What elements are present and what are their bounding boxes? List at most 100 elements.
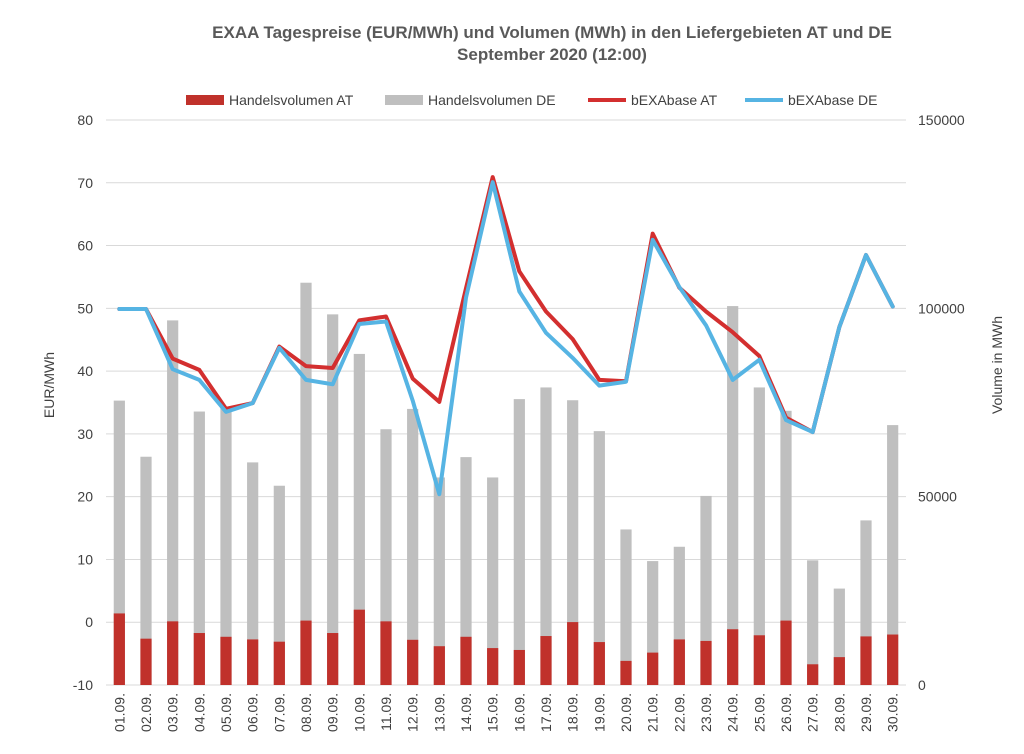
- bar-handelsvolumen-de: [300, 282, 312, 685]
- x-tick-label: 18.09.: [565, 693, 581, 732]
- bar-handelsvolumen-de: [220, 406, 232, 685]
- bars-handelsvolumen-at: [113, 609, 899, 685]
- bar-handelsvolumen-de: [593, 431, 605, 685]
- bar-handelsvolumen-at: [300, 620, 312, 685]
- y-tick-label: 50: [77, 300, 93, 316]
- x-tick-label: 25.09.: [751, 693, 767, 732]
- y2-tick-label: 0: [918, 677, 926, 693]
- bar-handelsvolumen-de: [833, 588, 845, 685]
- bar-handelsvolumen-de: [193, 411, 205, 685]
- bar-handelsvolumen-de: [700, 495, 712, 685]
- bar-handelsvolumen-at: [647, 652, 659, 685]
- legend-label-bexabase-at: bEXAbase AT: [631, 92, 718, 108]
- bar-handelsvolumen-at: [780, 620, 792, 685]
- bar-handelsvolumen-de: [407, 408, 419, 685]
- x-tick-label: 09.09.: [325, 693, 341, 732]
- x-tick-label: 20.09.: [618, 693, 634, 732]
- legend-label-handelsvolumen-at: Handelsvolumen AT: [229, 92, 354, 108]
- bar-handelsvolumen-de: [113, 400, 125, 685]
- bar-handelsvolumen-de: [780, 410, 792, 685]
- legend: Handelsvolumen AT Handelsvolumen DE bEXAba…: [186, 92, 878, 108]
- bar-handelsvolumen-de: [513, 399, 525, 685]
- y2-tick-label: 150000: [918, 112, 965, 128]
- bar-handelsvolumen-de: [753, 387, 765, 685]
- y-axis-label: EUR/MWh: [41, 352, 57, 418]
- x-tick-label: 02.09.: [138, 693, 154, 732]
- y-tick-label: -10: [73, 677, 93, 693]
- bar-handelsvolumen-de: [567, 400, 579, 685]
- x-tick-label: 21.09.: [645, 693, 661, 732]
- bar-handelsvolumen-at: [407, 639, 419, 685]
- x-tick-label: 13.09.: [431, 693, 447, 732]
- x-tick-label: 19.09.: [591, 693, 607, 732]
- bar-handelsvolumen-de: [167, 320, 179, 685]
- bar-handelsvolumen-at: [860, 636, 872, 685]
- bar-handelsvolumen-at: [513, 649, 525, 685]
- x-tick-label: 15.09.: [485, 693, 501, 732]
- bar-handelsvolumen-at: [727, 629, 739, 685]
- bar-handelsvolumen-at: [673, 639, 685, 685]
- bar-handelsvolumen-de: [327, 314, 339, 685]
- bar-handelsvolumen-at: [460, 636, 472, 685]
- legend-label-bexabase-de: bEXAbase DE: [788, 92, 878, 108]
- x-tick-label: 17.09.: [538, 693, 554, 732]
- line-bexabase-de: [117, 180, 895, 497]
- x-tick-label: 26.09.: [778, 693, 794, 732]
- bar-handelsvolumen-de: [673, 546, 685, 685]
- x-tick-label: 03.09.: [165, 693, 181, 732]
- y-tick-label: 30: [77, 426, 93, 442]
- bar-handelsvolumen-at: [353, 609, 365, 685]
- bar-handelsvolumen-at: [167, 621, 179, 685]
- bar-handelsvolumen-at: [273, 641, 285, 685]
- bar-handelsvolumen-at: [540, 636, 552, 685]
- y-tick-label: 70: [77, 175, 93, 191]
- x-axis-ticks: 01.09. 02.09. 03.09. 04.09. 05.09. 06.09. 07.0…: [111, 693, 900, 732]
- x-tick-label: 07.09.: [271, 693, 287, 732]
- bar-handelsvolumen-at: [140, 638, 152, 685]
- x-tick-label: 27.09.: [805, 693, 821, 732]
- x-tick-label: 28.09.: [831, 693, 847, 732]
- y-tick-label: 40: [77, 363, 93, 379]
- y-tick-label: 60: [77, 238, 93, 254]
- bar-handelsvolumen-at: [327, 633, 339, 685]
- bar-handelsvolumen-at: [567, 622, 579, 685]
- bars-handelsvolumen-de: [113, 282, 899, 685]
- bar-handelsvolumen-at: [433, 646, 445, 685]
- y-axis-right-ticks: 0 50000 100000 150000: [918, 112, 965, 693]
- bar-handelsvolumen-de: [487, 477, 499, 685]
- bar-handelsvolumen-de: [647, 561, 659, 685]
- y-axis-left-ticks: -10 0 10 20 30 40 50 60 70 80: [73, 112, 93, 693]
- bar-handelsvolumen-de: [860, 520, 872, 685]
- bar-handelsvolumen-at: [593, 642, 605, 685]
- x-tick-label: 04.09.: [191, 693, 207, 732]
- bar-handelsvolumen-at: [247, 639, 259, 685]
- bar-handelsvolumen-de: [140, 456, 152, 685]
- bar-handelsvolumen-at: [807, 664, 819, 685]
- y-tick-label: 0: [85, 614, 93, 630]
- bar-handelsvolumen-de: [620, 529, 632, 685]
- bar-handelsvolumen-at: [380, 621, 392, 685]
- gridlines: [106, 119, 906, 686]
- bar-handelsvolumen-de: [887, 425, 899, 685]
- bar-handelsvolumen-de: [380, 429, 392, 685]
- y-tick-label: 10: [77, 551, 93, 567]
- x-tick-label: 29.09.: [858, 693, 874, 732]
- line-bexabase-at: [117, 175, 895, 434]
- x-tick-label: 05.09.: [218, 693, 234, 732]
- y2-tick-label: 100000: [918, 300, 965, 316]
- bar-handelsvolumen-at: [753, 635, 765, 685]
- x-tick-label: 12.09.: [405, 693, 421, 732]
- bar-handelsvolumen-de: [273, 485, 285, 685]
- bar-handelsvolumen-de: [727, 306, 739, 685]
- y-tick-label: 80: [77, 112, 93, 128]
- x-tick-label: 23.09.: [698, 693, 714, 732]
- bar-handelsvolumen-de: [540, 387, 552, 685]
- x-tick-label: 01.09.: [111, 693, 127, 732]
- y2-tick-label: 50000: [918, 489, 957, 505]
- x-tick-label: 14.09.: [458, 693, 474, 732]
- x-tick-label: 11.09.: [378, 693, 394, 731]
- bar-handelsvolumen-de: [353, 353, 365, 685]
- x-tick-label: 06.09.: [245, 693, 261, 732]
- x-tick-label: 08.09.: [298, 693, 314, 732]
